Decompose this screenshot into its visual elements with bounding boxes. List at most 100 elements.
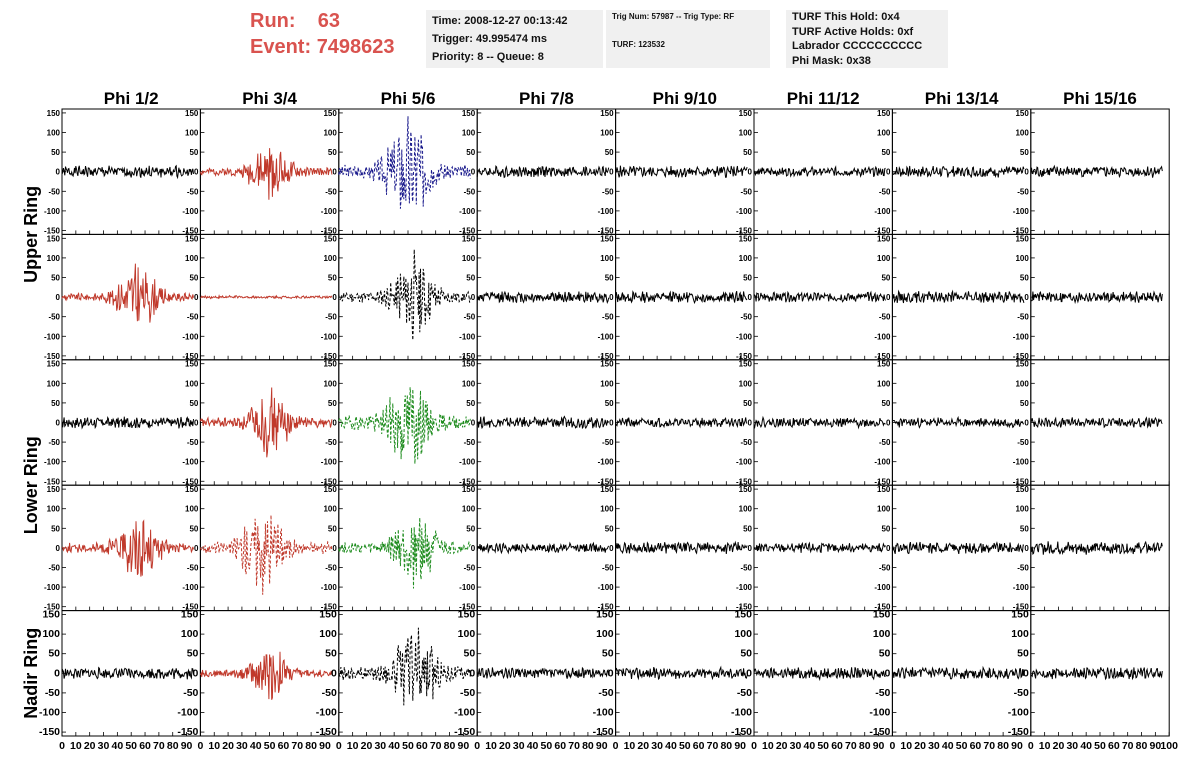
y-tick-label: 0 xyxy=(1024,419,1029,428)
waveform-trace xyxy=(61,164,194,180)
y-tick-label: -100 xyxy=(598,207,615,216)
x-tick-label: 90 xyxy=(1150,740,1162,752)
y-tick-label: 150 xyxy=(462,360,476,369)
waveform-trace xyxy=(61,666,194,680)
y-tick-label: 0 xyxy=(748,293,753,302)
x-tick-label: 60 xyxy=(831,740,843,752)
y-tick-label: 0 xyxy=(886,168,891,177)
x-tick-label: 20 xyxy=(776,740,788,752)
waveform-trace xyxy=(61,519,194,577)
y-tick-label: -100 xyxy=(39,706,60,718)
x-tick-label: 90 xyxy=(319,740,331,752)
y-tick-label: 0 xyxy=(885,667,891,679)
y-tick-label: -150 xyxy=(459,226,476,235)
y-tick-label: -150 xyxy=(44,352,61,361)
y-tick-label: 100 xyxy=(1015,254,1029,263)
column-title: Phi 11/12 xyxy=(787,89,860,108)
x-tick-label: 40 xyxy=(665,740,677,752)
y-tick-label: 150 xyxy=(319,609,337,621)
y-tick-label: -50 xyxy=(879,187,891,196)
x-tick-label: 70 xyxy=(291,740,303,752)
trigger-text: Trigger: 49.995474 ms xyxy=(432,33,547,45)
waveform-trace xyxy=(476,541,610,555)
y-tick-label: 100 xyxy=(462,379,476,388)
y-tick-label: 150 xyxy=(323,109,337,118)
x-tick-label: 60 xyxy=(970,740,982,752)
x-tick-label: 50 xyxy=(956,740,968,752)
labrador-text: Labrador CCCCCCCCCC xyxy=(792,40,923,52)
x-tick-label: 80 xyxy=(444,740,456,752)
panel-frame xyxy=(338,484,478,612)
y-tick-label: 50 xyxy=(51,399,60,408)
y-tick-label: 150 xyxy=(873,609,891,621)
waveform-trace xyxy=(338,116,471,209)
waveform-trace xyxy=(1030,667,1163,681)
y-tick-label: 100 xyxy=(600,379,614,388)
y-tick-label: -150 xyxy=(44,603,61,612)
waveform-trace xyxy=(615,290,748,305)
x-tick-label: 60 xyxy=(139,740,151,752)
waveform-trace xyxy=(615,416,748,429)
run-event-box: Run: 63 Event: 7498623 xyxy=(250,8,395,60)
y-tick-label: 150 xyxy=(596,609,614,621)
y-tick-label: 150 xyxy=(185,360,199,369)
x-tick-label: 0 xyxy=(197,740,203,752)
y-tick-label: -100 xyxy=(731,706,752,718)
x-tick-label: 100 xyxy=(1160,740,1178,752)
y-tick-label: 150 xyxy=(42,609,60,621)
priority-text: Priority: 8 -- Queue: 8 xyxy=(432,51,544,63)
y-tick-label: 100 xyxy=(1015,505,1029,514)
y-tick-label: -100 xyxy=(598,332,615,341)
y-tick-label: 0 xyxy=(886,544,891,553)
y-tick-label: -150 xyxy=(731,726,752,738)
time-info-box: Time: 2008-12-27 00:13:42 Trigger: 49.99… xyxy=(426,10,603,68)
y-tick-label: 0 xyxy=(471,293,476,302)
y-tick-label: -100 xyxy=(1013,583,1030,592)
y-tick-label: 100 xyxy=(319,628,337,640)
x-tick-label: 70 xyxy=(983,740,995,752)
y-tick-label: 100 xyxy=(47,129,61,138)
panel-frame xyxy=(199,484,340,612)
x-tick-label: 20 xyxy=(1053,740,1065,752)
x-tick-label: 30 xyxy=(98,740,110,752)
y-tick-label: 50 xyxy=(328,524,337,533)
y-tick-label: -150 xyxy=(874,477,891,486)
y-tick-label: -150 xyxy=(1013,477,1030,486)
y-tick-label: -50 xyxy=(1017,438,1029,447)
y-tick-label: 150 xyxy=(47,109,61,118)
y-tick-label: 150 xyxy=(877,234,891,243)
y-tick-label: -50 xyxy=(1017,187,1029,196)
y-tick-label: 150 xyxy=(739,360,753,369)
x-tick-label: 0 xyxy=(751,740,757,752)
waveform-trace xyxy=(476,666,610,680)
y-tick-label: 100 xyxy=(323,129,337,138)
y-tick-label: 0 xyxy=(332,544,337,553)
y-tick-label: 50 xyxy=(51,148,60,157)
y-tick-label: 50 xyxy=(1017,648,1029,660)
y-tick-label: -100 xyxy=(44,458,61,467)
y-tick-label: -50 xyxy=(325,313,337,322)
y-tick-label: 100 xyxy=(600,129,614,138)
y-tick-label: -50 xyxy=(740,187,752,196)
x-tick-label: 80 xyxy=(1136,740,1148,752)
y-tick-label: -50 xyxy=(602,563,614,572)
y-tick-label: 150 xyxy=(1015,109,1029,118)
x-tick-label: 90 xyxy=(458,740,470,752)
y-tick-label: 0 xyxy=(332,419,337,428)
y-tick-label: 150 xyxy=(462,109,476,118)
y-tick-label: 0 xyxy=(193,667,199,679)
y-tick-label: -50 xyxy=(740,563,752,572)
y-tick-label: 50 xyxy=(881,148,890,157)
y-tick-label: -100 xyxy=(459,583,476,592)
waveform-trace xyxy=(200,294,333,300)
y-tick-label: -50 xyxy=(464,438,476,447)
y-tick-label: -100 xyxy=(459,458,476,467)
x-tick-label: 40 xyxy=(388,740,400,752)
x-tick-label: 80 xyxy=(167,740,179,752)
y-tick-label: 100 xyxy=(734,628,752,640)
y-tick-label: -100 xyxy=(598,583,615,592)
x-tick-label: 0 xyxy=(474,740,480,752)
x-tick-label: 50 xyxy=(125,740,137,752)
waveform-trace xyxy=(891,541,1024,555)
time-text: Time: 2008-12-27 00:13:42 xyxy=(432,15,568,27)
